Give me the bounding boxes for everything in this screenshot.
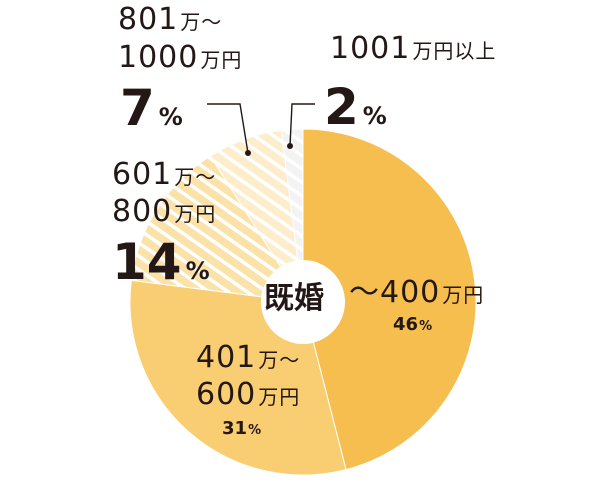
leader-line-4: [289, 103, 315, 147]
slice-percent-2: 14%: [112, 233, 210, 291]
pie-center-hole: [261, 260, 345, 344]
slice-percent-3: 7%: [120, 79, 183, 137]
pie-slice-2: [130, 155, 304, 303]
leader-line-4-dot: [287, 143, 293, 149]
slice-label-1-line1: 401 万〜: [196, 340, 301, 375]
slice-label-3-line1: 801 万〜: [118, 2, 223, 37]
slice-label-2-line2: 800 万円: [112, 194, 217, 229]
pie-slice-0: [302, 128, 477, 471]
leader-line-3: [207, 103, 249, 154]
slice-percent-0: 46%: [393, 314, 433, 335]
leader-line-3-dot: [245, 150, 251, 156]
slice-label-3-line2: 1000 万円: [118, 40, 243, 75]
slice-label-0: 〜400 万円: [349, 275, 485, 310]
slice-label-2-line1: 601 万〜: [112, 157, 217, 192]
slice-percent-4: 2%: [324, 78, 387, 136]
pie-center-label: 既婚: [264, 281, 324, 316]
slice-label-1-line2: 600 万円: [196, 377, 301, 412]
slice-percent-1: 31%: [222, 418, 262, 439]
pie-slice-4: [280, 128, 304, 303]
slice-label-4: 1001 万円以上: [330, 31, 497, 66]
